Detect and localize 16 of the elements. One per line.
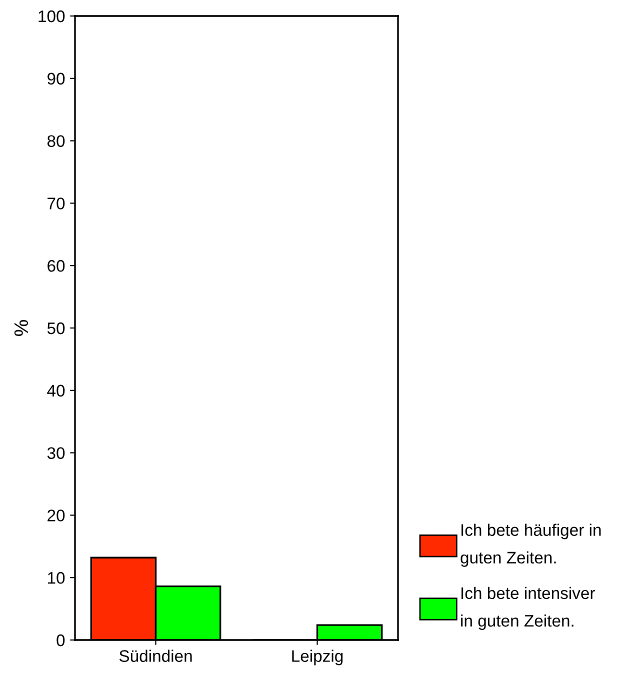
legend-label: Ich bete häufiger in guten Zeiten. xyxy=(460,524,601,567)
y-tick-label: 40 xyxy=(47,384,65,397)
y-tick-label: 80 xyxy=(47,135,65,148)
y-tick-label: 60 xyxy=(48,260,65,272)
y-tick-label: 10 xyxy=(48,572,65,584)
y-tick-label: 0 xyxy=(56,634,65,646)
x-tick-label: Südindien xyxy=(119,650,192,662)
y-tick-label: 30 xyxy=(47,447,65,460)
legend-label: Ich bete intensiver in guten Zeiten. xyxy=(461,586,595,630)
y-tick-label: 100 xyxy=(38,10,65,22)
y-tick-label: 70 xyxy=(48,198,65,210)
y-tick-label: 50 xyxy=(47,322,65,334)
y-axis-title: % xyxy=(14,320,28,336)
x-tick-label: Leipzig xyxy=(292,650,343,666)
y-tick-label: 20 xyxy=(48,510,65,522)
y-tick-label: 90 xyxy=(48,72,65,85)
